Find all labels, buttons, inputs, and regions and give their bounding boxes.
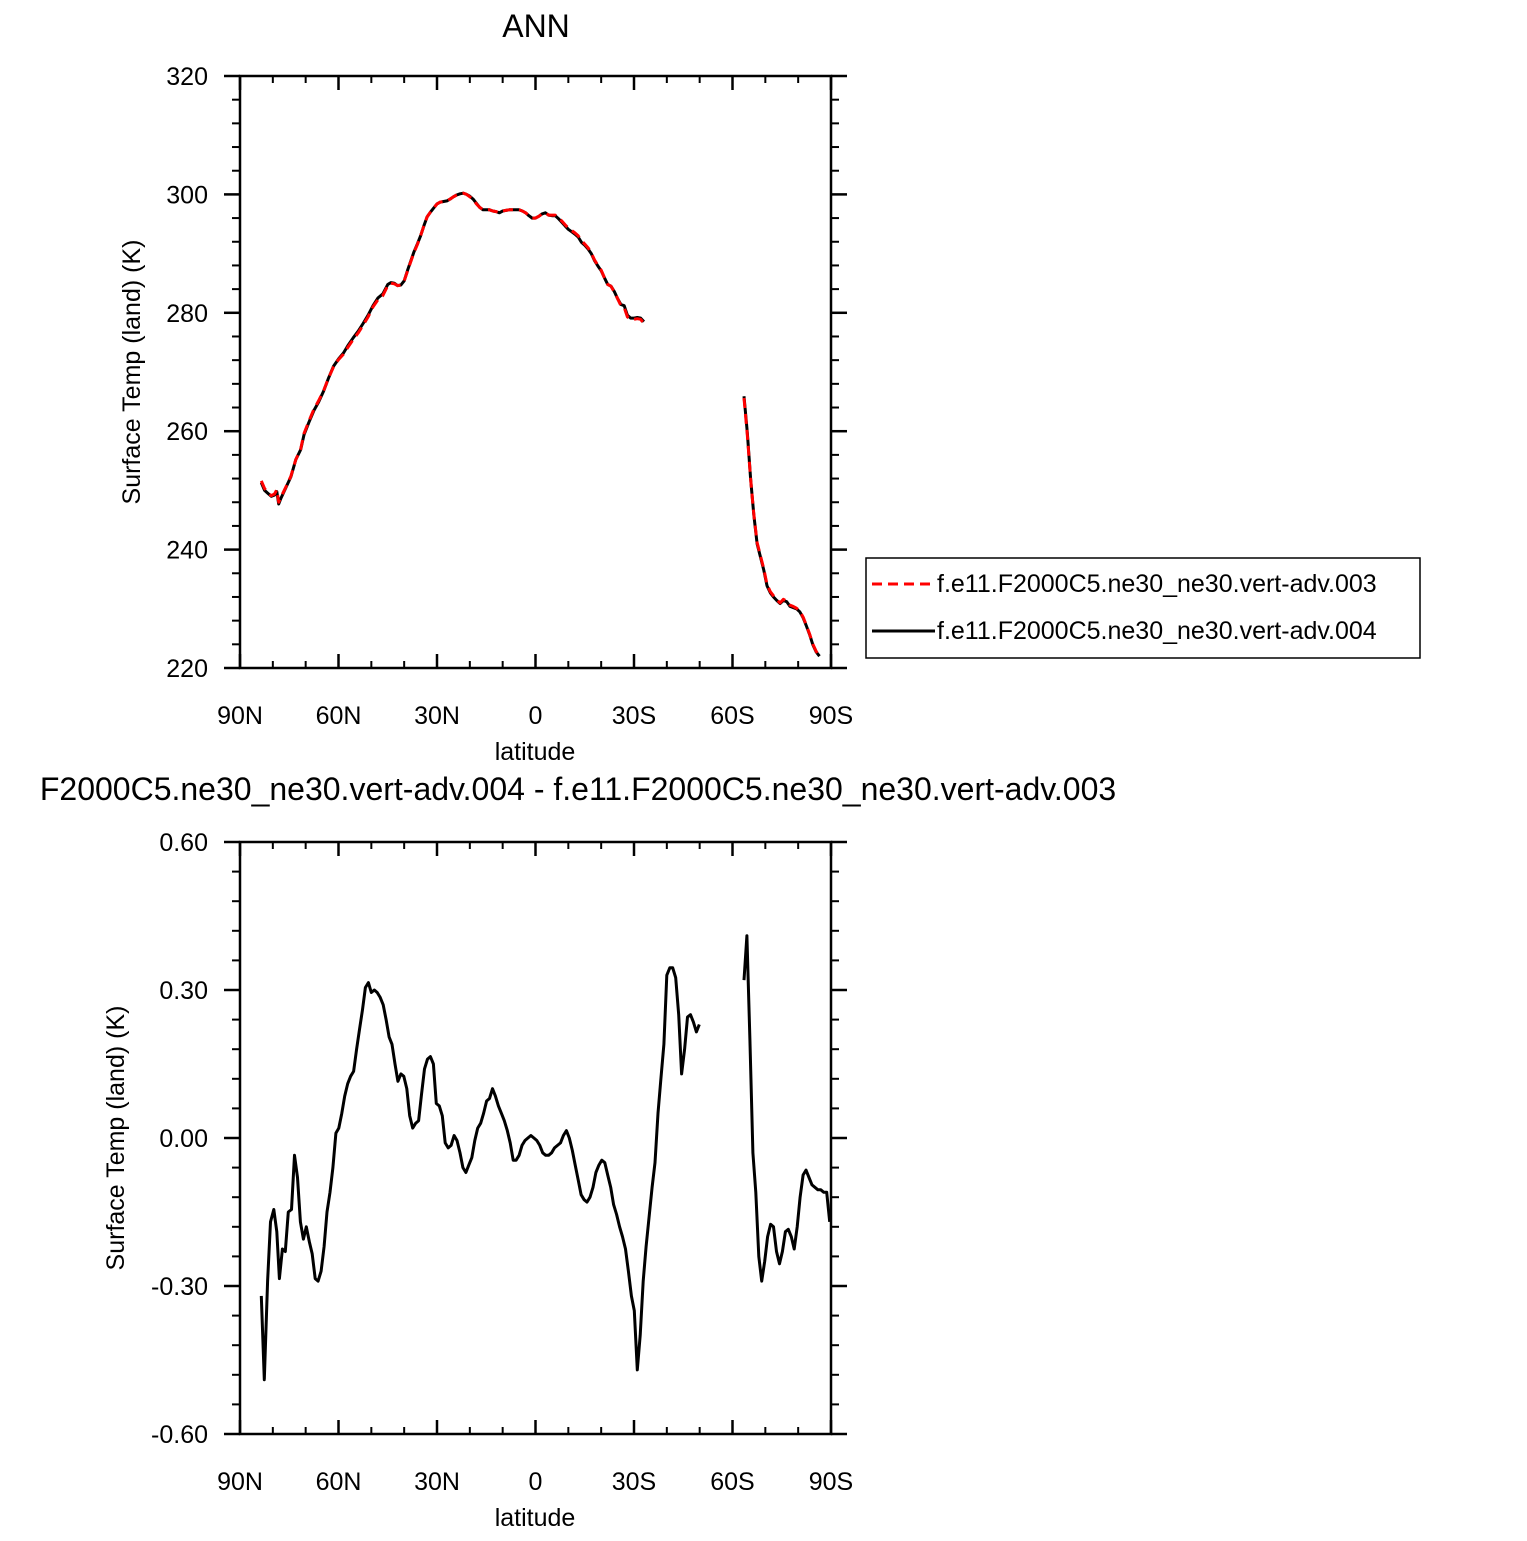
legend: f.e11.F2000C5.ne30_ne30.vert-adv.003 f.e… <box>865 557 1421 659</box>
bottom-series-0-line-segment-0 <box>259 966 701 1382</box>
top-chart-series-group <box>259 191 821 658</box>
top-x-tick-label: 30S <box>612 702 656 730</box>
bottom-chart-panel: F2000C5.ne30_ne30.vert-adv.004 - f.e11.F… <box>40 771 1116 1532</box>
top-y-tick-label: 240 <box>166 537 208 565</box>
bottom-y-tick-label: 0.00 <box>159 1125 208 1153</box>
bottom-y-tick-label: -0.30 <box>151 1273 208 1301</box>
bottom-y-tick-label: 0.30 <box>159 977 208 1005</box>
bottom-x-tick-label: 60N <box>316 1468 362 1496</box>
bottom-series-0-line-segment-1 <box>742 934 831 1283</box>
top-x-tick-label: 60N <box>316 702 362 730</box>
bottom-x-tick-label: 30N <box>414 1468 460 1496</box>
top-y-tick-label: 300 <box>166 181 208 209</box>
bottom-y-tick-label: -0.60 <box>151 1421 208 1449</box>
top-x-tick-label: 60S <box>710 702 754 730</box>
top-chart-panel: ANN 90N 60N 30N 0 30S 60S 90S 220 240 260 280 300 32… <box>118 8 1421 766</box>
top-series-1-line-segment-0 <box>259 191 646 506</box>
bottom-x-tick-label: 90S <box>809 1468 853 1496</box>
top-chart-ylabel: Surface Temp (land) (K) <box>118 240 146 505</box>
top-x-tick-label: 30N <box>414 702 460 730</box>
top-chart-xlabel: latitude <box>495 738 576 766</box>
bottom-chart-title: F2000C5.ne30_ne30.vert-adv.004 - f.e11.F… <box>40 771 1116 807</box>
bottom-x-tick-label: 90N <box>217 1468 263 1496</box>
top-y-tick-label: 260 <box>166 418 208 446</box>
top-x-tick-label: 90S <box>809 702 853 730</box>
bottom-x-tick-label: 60S <box>710 1468 754 1496</box>
legend-box <box>865 557 1421 659</box>
top-series-0-line-segment-0 <box>259 191 646 504</box>
top-chart-title: ANN <box>502 8 570 44</box>
top-series-0-line-segment-1 <box>742 397 821 658</box>
top-x-tick-label: 0 <box>529 702 543 730</box>
top-chart-ticks-group: 90N 60N 30N 0 30S 60S 90S 220 240 260 280 300 320 <box>166 63 853 730</box>
top-y-tick-label: 280 <box>166 300 208 328</box>
bottom-chart-ticks-group: 90N 60N 30N 0 30S 60S 90S -0.60 -0.30 0.00 0.30 0.6… <box>151 829 853 1496</box>
top-chart-plot-frame <box>238 74 833 670</box>
bottom-x-tick-label: 0 <box>529 1468 543 1496</box>
bottom-y-tick-label: 0.60 <box>159 829 208 857</box>
bottom-chart-plot-frame <box>238 840 833 1436</box>
top-y-tick-label: 220 <box>166 655 208 683</box>
top-x-tick-label: 90N <box>217 702 263 730</box>
bottom-chart-ylabel: Surface Temp (land) (K) <box>102 1006 130 1271</box>
bottom-chart-xlabel: latitude <box>495 1504 576 1532</box>
bottom-chart-series-group <box>259 934 831 1382</box>
legend-label-series-003: f.e11.F2000C5.ne30_ne30.vert-adv.003 <box>937 570 1377 598</box>
top-y-tick-label: 320 <box>166 63 208 91</box>
bottom-x-tick-label: 30S <box>612 1468 656 1496</box>
legend-label-series-004: f.e11.F2000C5.ne30_ne30.vert-adv.004 <box>937 617 1377 645</box>
